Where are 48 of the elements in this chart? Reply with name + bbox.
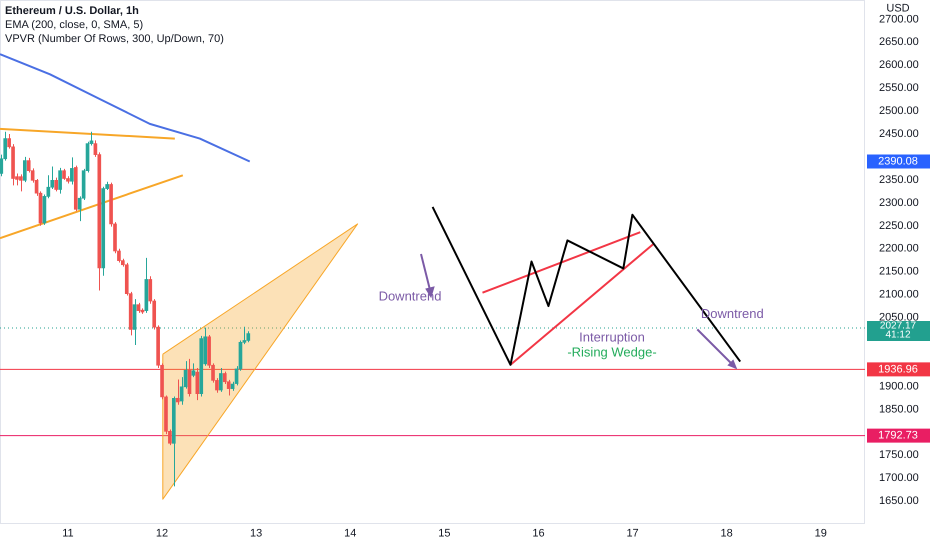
- annotation: VPVR (Number Of Rows, 300, Up/Down, 70): [5, 32, 224, 46]
- candlestick: [22, 156, 27, 183]
- y-tick-label: 2300.00: [879, 196, 919, 209]
- y-tick-label: 1700.00: [879, 472, 919, 484]
- candlestick: [222, 371, 227, 385]
- y-tick-label: 1900.00: [879, 380, 919, 392]
- y-tick-label: 2700.00: [879, 13, 919, 26]
- candlestick: [176, 378, 180, 406]
- y-tick-label: 2450.00: [879, 128, 919, 140]
- x-tick-label: 18: [720, 528, 733, 540]
- candlestick: [136, 302, 140, 314]
- annotation: -Rising Wedge-: [567, 344, 657, 360]
- x-tick-label: 12: [156, 528, 168, 540]
- y-tick-label: 2200.00: [879, 242, 919, 255]
- x-tick-label: 17: [626, 528, 639, 540]
- y-tick-label: 2100.00: [879, 288, 919, 301]
- text: 2390.08: [878, 156, 918, 168]
- y-tick-label: 2550.00: [879, 82, 919, 94]
- annotation: EMA (200, close, 0, SMA, 5): [5, 18, 144, 32]
- y-tick-label: 2500.00: [879, 105, 919, 118]
- x-tick-label: 11: [62, 528, 74, 540]
- y-tick-label: 1850.00: [879, 403, 919, 416]
- y-tick-label: 1650.00: [879, 495, 919, 508]
- candlestick: [196, 367, 200, 401]
- candlestick: [70, 156, 74, 185]
- candlestick: [54, 177, 58, 192]
- ref-line-label: 1936.96: [878, 363, 918, 376]
- y-tick-label: 2350.00: [879, 174, 919, 186]
- y-axis-title: USD: [886, 2, 910, 15]
- y-tick-label: 2600.00: [879, 59, 919, 72]
- x-tick-label: 15: [438, 528, 450, 540]
- candlestick: [58, 167, 62, 194]
- candlestick: [219, 367, 223, 392]
- candlestick: [62, 168, 66, 180]
- x-tick-label: 13: [250, 528, 262, 540]
- y-tick-label: 2150.00: [879, 266, 919, 278]
- y-tick-label: 2650.00: [879, 36, 919, 48]
- ref-line-label: 2027.17 41:12: [880, 320, 917, 341]
- chart-title: Ethereum / U.S. Dollar, 1h: [5, 4, 140, 18]
- candlestick: [192, 362, 196, 378]
- y-tick-label: 1750.00: [879, 449, 919, 462]
- y-tick-label: 2250.00: [879, 220, 919, 232]
- annotation: Interruption: [579, 330, 645, 345]
- x-tick-label: 16: [532, 528, 545, 540]
- x-tick-label: 14: [344, 528, 356, 540]
- candlestick: [246, 330, 250, 343]
- x-tick-label: 19: [814, 528, 827, 540]
- ref-line-label: 1792.73: [878, 430, 918, 442]
